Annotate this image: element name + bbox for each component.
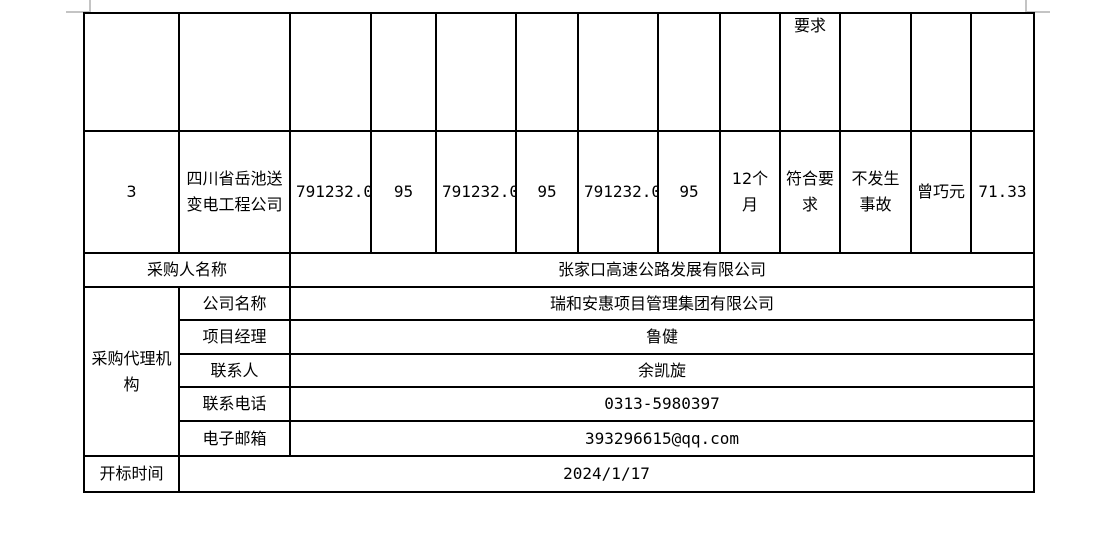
agency-company-value: 瑞和安惠项目管理集团有限公司	[289, 286, 1035, 321]
carryover-empty-cell	[970, 12, 1035, 132]
carryover-empty-cell	[83, 12, 180, 132]
page-margin-mark-top-left-vertical	[89, 0, 91, 11]
carryover-empty-cell	[657, 12, 721, 132]
purchaser-value: 张家口高速公路发展有限公司	[289, 252, 1035, 288]
bidder-row: 3 四川省岳池送变电工程公司 791232.00 95 791232.00 95…	[83, 130, 1035, 254]
agency-phone-value: 0313-5980397	[289, 386, 1035, 422]
agency-row-email: 电子邮箱 393296615@qq.com	[84, 420, 1035, 457]
agency-row-company: 采购代理机构 公司名称 瑞和安惠项目管理集团有限公司	[83, 286, 1035, 457]
agency-group-label: 采购代理机构	[83, 286, 180, 457]
carryover-empty-cell	[370, 12, 437, 132]
carryover-empty-cell	[515, 12, 579, 132]
bid-opening-value: 2024/1/17	[178, 455, 1035, 493]
purchaser-row: 采购人名称 张家口高速公路发展有限公司	[83, 252, 1035, 288]
agency-contact-label: 联系人	[178, 353, 291, 388]
page-margin-mark-top-left-horizontal	[66, 11, 91, 13]
cell-project-manager: 曾巧元	[910, 130, 972, 254]
cell-compliance: 符合要求	[779, 130, 841, 254]
carryover-empty-cell	[910, 12, 972, 132]
cell-review-price-score: 95	[515, 130, 579, 254]
cell-final-price-score: 95	[657, 130, 721, 254]
purchaser-label: 采购人名称	[83, 252, 291, 288]
carryover-empty-cell	[178, 12, 291, 132]
cell-serial-number: 3	[83, 130, 180, 254]
agency-email-label: 电子邮箱	[178, 420, 291, 457]
agency-phone-label: 联系电话	[178, 386, 291, 422]
bid-opening-label: 开标时间	[83, 455, 180, 493]
carryover-empty-cell	[435, 12, 517, 132]
agency-manager-value: 鲁健	[289, 319, 1035, 355]
agency-manager-label: 项目经理	[178, 319, 291, 355]
cell-total-score: 71.33	[970, 130, 1035, 254]
cell-bid-price-score: 95	[370, 130, 437, 254]
cell-final-price: 791232.00	[577, 130, 659, 254]
agency-company-label: 公司名称	[178, 286, 291, 321]
cell-review-price: 791232.00	[435, 130, 517, 254]
bid-result-table: 要求 3 四川省岳池送变电工程公司 791232.00 95 791232.00…	[83, 12, 1035, 493]
agency-row-contact: 联系人 余凯旋	[84, 353, 1035, 388]
bid-opening-row: 开标时间 2024/1/17	[83, 455, 1035, 493]
cell-service-period: 12个月	[719, 130, 781, 254]
carryover-empty-cell	[839, 12, 912, 132]
carryover-empty-cell	[719, 12, 781, 132]
cell-supplier-name: 四川省岳池送变电工程公司	[178, 130, 291, 254]
page-margin-mark-top-right-vertical	[1025, 0, 1027, 11]
carryover-empty-cell	[577, 12, 659, 132]
agency-row-manager: 项目经理 鲁健	[84, 319, 1035, 355]
carryover-empty-cell	[289, 12, 372, 132]
agency-contact-value: 余凯旋	[289, 353, 1035, 388]
carryover-text-cell: 要求	[779, 12, 841, 132]
carryover-row: 要求	[83, 12, 1035, 132]
agency-row-phone: 联系电话 0313-5980397	[84, 386, 1035, 422]
agency-email-value: 393296615@qq.com	[289, 420, 1035, 457]
cell-bid-price: 791232.00	[289, 130, 372, 254]
page-margin-mark-top-right-horizontal	[1025, 11, 1050, 13]
cell-safety-commitment: 不发生事故	[839, 130, 912, 254]
